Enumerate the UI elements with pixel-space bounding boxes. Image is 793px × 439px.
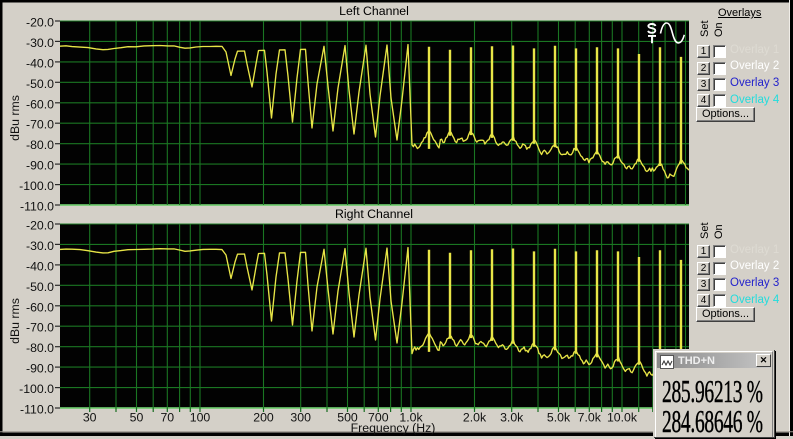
svg-text:-80.0: -80.0 (26, 138, 54, 152)
svg-text:10.0k: 10.0k (607, 411, 638, 425)
svg-text:2.0k: 2.0k (463, 411, 487, 425)
svg-text:-100.0: -100.0 (19, 382, 54, 396)
svg-text:50: 50 (130, 411, 144, 425)
svg-text:-40.0: -40.0 (26, 259, 54, 273)
svg-text:-40.0: -40.0 (26, 56, 54, 70)
svg-text:-90.0: -90.0 (26, 159, 54, 173)
svg-text:700: 700 (368, 411, 389, 425)
svg-text:-60.0: -60.0 (26, 300, 54, 314)
svg-text:-20.0: -20.0 (26, 219, 54, 233)
svg-text:dBu rms: dBu rms (8, 95, 22, 141)
svg-text:-110.0: -110.0 (20, 403, 54, 417)
svg-text:30: 30 (83, 411, 97, 425)
svg-text:70: 70 (160, 411, 174, 425)
svg-text:5.0k: 5.0k (547, 411, 571, 425)
svg-text:-110.0: -110.0 (20, 200, 54, 214)
svg-text:-80.0: -80.0 (26, 341, 54, 355)
svg-text:-70.0: -70.0 (26, 118, 54, 132)
svg-text:300: 300 (290, 411, 311, 425)
svg-text:-50.0: -50.0 (26, 77, 54, 91)
svg-text:100: 100 (190, 411, 211, 425)
svg-text:-70.0: -70.0 (26, 321, 54, 335)
svg-text:-30.0: -30.0 (26, 239, 54, 253)
svg-text:-60.0: -60.0 (26, 97, 54, 111)
svg-text:7.0k: 7.0k (578, 411, 602, 425)
svg-text:500: 500 (337, 411, 358, 425)
svg-text:3.0k: 3.0k (500, 411, 524, 425)
svg-text:-90.0: -90.0 (26, 362, 54, 376)
svg-text:Frequency (Hz): Frequency (Hz) (351, 421, 436, 435)
svg-text:1.0k: 1.0k (399, 411, 423, 425)
svg-text:-100.0: -100.0 (19, 179, 54, 193)
svg-text:-30.0: -30.0 (26, 36, 54, 50)
svg-text:Right Channel: Right Channel (335, 207, 413, 221)
svg-text:-20.0: -20.0 (26, 16, 54, 30)
svg-text:-50.0: -50.0 (26, 280, 54, 294)
svg-text:Left Channel: Left Channel (339, 4, 409, 18)
svg-text:dBu rms: dBu rms (8, 298, 22, 344)
svg-text:200: 200 (253, 411, 274, 425)
